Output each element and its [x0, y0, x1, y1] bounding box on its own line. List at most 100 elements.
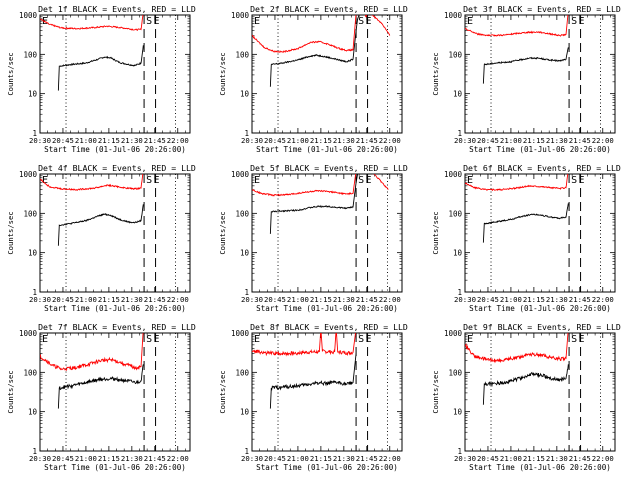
y-tick-label: 1000 — [231, 329, 250, 338]
x-tick-label: 21:00 — [287, 136, 309, 145]
x-tick-label: 21:30 — [121, 295, 143, 304]
x-tick-label: 20:45 — [477, 295, 499, 304]
panel-title: Det 6f BLACK = Events, RED = LLD — [463, 163, 621, 173]
y-tick-label: 1 — [457, 288, 462, 297]
plot-frame — [464, 173, 616, 293]
x-tick-label: 22:00 — [167, 136, 189, 145]
events-series-line — [269, 353, 357, 409]
plot-frame — [464, 14, 616, 134]
x-tick-label: 22:00 — [167, 295, 189, 304]
x-tick-label: 21:45 — [144, 295, 166, 304]
panel-title: Det 2f BLACK = Events, RED = LLD — [250, 4, 408, 14]
x-axis-label: Start Time (01-Jul-06 20:26:00) — [256, 145, 398, 154]
x-tick-label: 21:45 — [144, 454, 166, 463]
y-tick-label: 10 — [28, 408, 38, 417]
x-tick-label: 20:30 — [29, 136, 51, 145]
plot-frame — [251, 14, 403, 134]
y-axis-label: Counts/sec — [6, 211, 15, 254]
x-tick-label: 21:15 — [523, 136, 545, 145]
y-tick-label: 100 — [23, 209, 37, 218]
x-tick-label: 20:45 — [52, 295, 74, 304]
events-series-line — [482, 203, 569, 243]
end-marker-label: E — [366, 16, 372, 27]
lld-series-line — [465, 174, 569, 192]
left-edge-marker-label: E — [467, 16, 473, 27]
events-series-line — [57, 204, 144, 246]
x-tick-label: 22:00 — [592, 295, 614, 304]
x-tick-label: 20:45 — [264, 136, 286, 145]
x-tick-label: 21:00 — [75, 136, 97, 145]
plot-frame — [251, 332, 403, 452]
lld-series-line — [252, 333, 356, 357]
start-marker-label: S — [358, 334, 364, 345]
y-tick-label: 1000 — [19, 329, 38, 338]
left-edge-marker-label: E — [254, 334, 260, 345]
y-tick-label: 1000 — [444, 170, 463, 179]
left-edge-marker-label: E — [467, 175, 473, 186]
lld-series-line — [465, 333, 569, 364]
x-tick-label: 20:30 — [454, 454, 476, 463]
left-edge-marker-label: E — [42, 334, 48, 345]
end-marker-label: E — [579, 16, 585, 27]
events-series-line — [269, 174, 359, 234]
left-edge-marker-label: E — [254, 16, 260, 27]
x-tick-label: 21:30 — [333, 295, 355, 304]
y-tick-label: 1 — [244, 288, 249, 297]
y-tick-label: 10 — [453, 90, 463, 99]
start-marker-label: S — [571, 175, 577, 186]
events-series-line — [482, 47, 569, 84]
x-axis-label: Start Time (01-Jul-06 20:26:00) — [469, 304, 611, 313]
y-tick-label: 100 — [448, 209, 462, 218]
x-tick-label: 21:30 — [546, 136, 568, 145]
series-group — [40, 333, 144, 409]
x-axis-label: Start Time (01-Jul-06 20:26:00) — [469, 463, 611, 472]
x-tick-label: 20:45 — [477, 454, 499, 463]
panel-title: Det 1f BLACK = Events, RED = LLD — [38, 4, 196, 14]
y-tick-label: 10 — [240, 408, 250, 417]
lld-series-line — [40, 174, 144, 191]
series-group — [252, 333, 357, 409]
y-tick-label: 100 — [235, 209, 249, 218]
y-tick-label: 1000 — [231, 11, 250, 20]
panel-title: Det 3f BLACK = Events, RED = LLD — [463, 4, 621, 14]
panel-9: Det 9f BLACK = Events, RED = LLD 1 10 100 10… — [431, 322, 621, 472]
y-tick-label: 1 — [457, 129, 462, 138]
x-tick-label: 22:00 — [379, 295, 401, 304]
x-tick-label: 21:30 — [333, 454, 355, 463]
panel-title: Det 8f BLACK = Events, RED = LLD — [250, 322, 408, 332]
events-series-line — [57, 45, 144, 91]
x-axis-label: Start Time (01-Jul-06 20:26:00) — [44, 145, 186, 154]
y-tick-label: 10 — [453, 408, 463, 417]
y-tick-label: 1 — [457, 447, 462, 456]
y-tick-label: 100 — [448, 368, 462, 377]
end-marker-label: E — [579, 175, 585, 186]
x-tick-label: 21:30 — [546, 295, 568, 304]
x-tick-label: 21:30 — [121, 454, 143, 463]
series-group — [252, 15, 391, 87]
x-tick-label: 21:30 — [121, 136, 143, 145]
events-series-line — [269, 15, 360, 87]
x-tick-label: 21:15 — [310, 295, 332, 304]
x-tick-label: 21:00 — [75, 295, 97, 304]
y-tick-label: 1 — [244, 447, 249, 456]
panel-6: Det 6f BLACK = Events, RED = LLD 1 10 100 10… — [431, 163, 621, 313]
x-tick-label: 20:30 — [241, 136, 263, 145]
y-tick-label: 10 — [240, 90, 250, 99]
y-tick-label: 1 — [32, 447, 37, 456]
end-marker-label: E — [154, 334, 160, 345]
x-tick-label: 21:45 — [569, 136, 591, 145]
y-axis-label: Counts/sec — [431, 52, 440, 95]
panel-7: Det 7f BLACK = Events, RED = LLD 1 10 100 10… — [6, 322, 196, 472]
y-tick-label: 1000 — [444, 329, 463, 338]
plot-frame — [39, 14, 191, 134]
left-edge-marker-label: E — [467, 334, 473, 345]
panel-1: Det 1f BLACK = Events, RED = LLD 1 10 100 10… — [6, 4, 196, 154]
series-group — [465, 333, 569, 405]
x-axis-label: Start Time (01-Jul-06 20:26:00) — [469, 145, 611, 154]
panel-2: Det 2f BLACK = Events, RED = LLD 1 10 100 10… — [218, 4, 408, 154]
y-tick-label: 1000 — [19, 11, 38, 20]
lld-series-line — [40, 333, 144, 371]
y-tick-label: 100 — [23, 368, 37, 377]
panel-8: Det 8f BLACK = Events, RED = LLD 1 10 100 10… — [218, 322, 408, 472]
y-tick-label: 1000 — [444, 11, 463, 20]
